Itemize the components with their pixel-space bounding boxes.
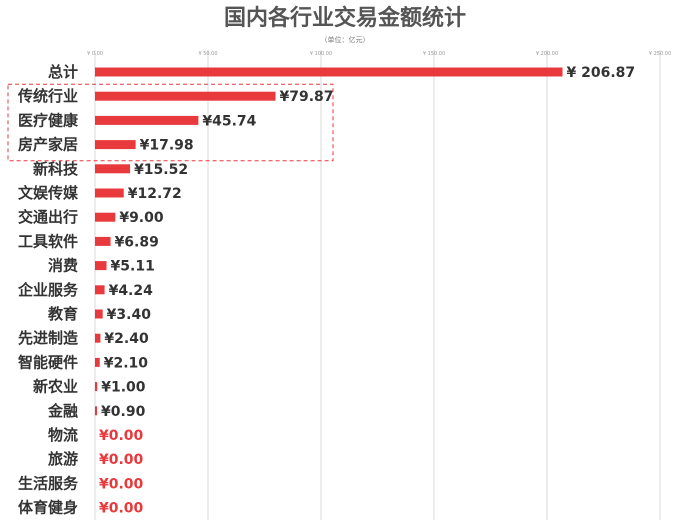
bar xyxy=(95,357,100,367)
highlight-group-box xyxy=(7,83,334,162)
data-label: ¥0.00 xyxy=(99,452,144,468)
bar xyxy=(95,140,136,150)
category-labels: 总计传统行业医疗健康房产家居新科技文娱传媒交通出行工具软件消费企业服务教育先进制… xyxy=(17,63,79,517)
category-label: 先进制造 xyxy=(18,329,78,347)
category-label: 消费 xyxy=(48,257,78,275)
bar xyxy=(95,115,199,125)
category-label: 智能硬件 xyxy=(18,353,78,371)
data-label: ¥3.40 xyxy=(107,307,152,323)
bar xyxy=(95,164,131,174)
value-labels: ¥ 206.87 ¥79.87 ¥45.74 ¥17.98 ¥15.52 ¥12.72 ¥9… xyxy=(99,65,635,517)
bar xyxy=(95,333,101,343)
category-label: 体育健身 xyxy=(18,499,78,517)
category-label: 企业服务 xyxy=(17,281,79,299)
category-label: 总计 xyxy=(48,63,78,81)
bars xyxy=(95,67,563,416)
category-label: 物流 xyxy=(48,426,78,444)
grid-layer xyxy=(94,50,661,520)
category-label: 文娱传媒 xyxy=(18,184,79,202)
x-tick-label: ¥ 0.00 xyxy=(87,51,103,57)
bar xyxy=(95,382,98,392)
data-label: ¥6.89 xyxy=(115,234,159,250)
bar xyxy=(95,91,276,101)
data-label: ¥0.90 xyxy=(101,404,146,420)
data-label: ¥79.87 xyxy=(280,89,334,105)
data-label: ¥17.98 xyxy=(140,138,194,154)
data-label: ¥5.11 xyxy=(111,259,155,275)
data-label: ¥9.00 xyxy=(119,210,164,226)
data-label: ¥0.00 xyxy=(99,428,144,444)
data-label: ¥ 206.87 xyxy=(567,65,636,81)
category-label: 教育 xyxy=(47,305,78,323)
x-tick-label: ¥ 250.00 xyxy=(649,51,671,57)
data-label: ¥2.40 xyxy=(104,331,149,347)
category-label: 工具软件 xyxy=(18,232,78,250)
bar xyxy=(95,188,124,198)
category-label: 旅游 xyxy=(48,450,78,468)
x-tick-label: ¥ 100.00 xyxy=(310,51,332,57)
category-label: 医疗健康 xyxy=(18,111,79,129)
chart-title: 国内各行业交易金额统计 xyxy=(224,5,466,31)
bar xyxy=(95,285,105,295)
data-label: ¥0.00 xyxy=(99,476,144,492)
category-label: 交通出行 xyxy=(18,208,78,226)
data-label: ¥12.72 xyxy=(128,186,182,202)
x-tick-label: ¥ 50.00 xyxy=(198,51,217,57)
bar xyxy=(95,212,116,222)
category-label: 新农业 xyxy=(33,378,78,396)
data-label: ¥4.24 xyxy=(109,283,154,299)
bar xyxy=(95,309,103,319)
category-label: 新科技 xyxy=(33,160,79,178)
bar xyxy=(95,67,563,77)
category-label: 生活服务 xyxy=(18,474,79,492)
category-label: 金融 xyxy=(47,402,78,420)
category-label: 传统行业 xyxy=(17,87,78,105)
data-label: ¥15.52 xyxy=(134,162,188,178)
data-label: ¥1.00 xyxy=(101,380,146,396)
bar xyxy=(95,406,98,416)
bar xyxy=(95,236,111,246)
x-tick-label: ¥ 150.00 xyxy=(423,51,445,57)
data-label: ¥0.00 xyxy=(99,501,144,517)
category-label: 房产家居 xyxy=(18,136,78,154)
x-axis-ticks: ¥ 0.00 ¥ 50.00 ¥ 100.00 ¥ 150.00 ¥ 200.00 ¥ 2… xyxy=(87,51,671,57)
x-tick-label: ¥ 200.00 xyxy=(536,51,558,57)
chart-subtitle: （单位：亿元） xyxy=(321,35,370,44)
data-label: ¥45.74 xyxy=(202,113,256,129)
bar xyxy=(95,261,107,271)
data-label: ¥2.10 xyxy=(104,355,149,371)
